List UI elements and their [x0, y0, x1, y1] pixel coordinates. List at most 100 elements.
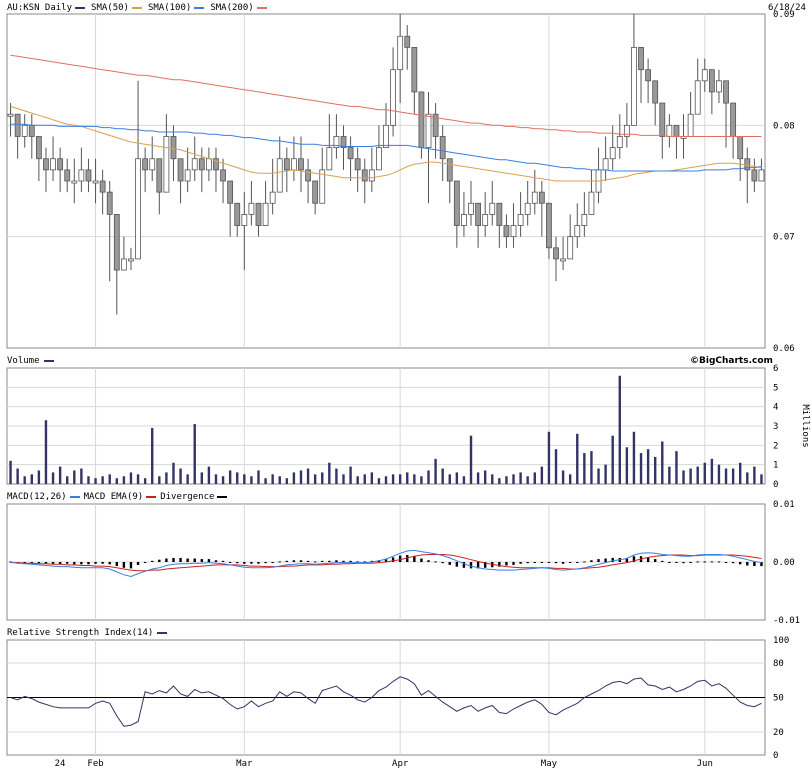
volume-bar [753, 466, 756, 484]
volume-bar [724, 468, 728, 484]
divergence-bar [313, 561, 317, 563]
volume-tick-label: 2 [773, 441, 778, 451]
volume-bar [476, 472, 480, 484]
candle-body [177, 158, 184, 182]
candle-body [135, 158, 141, 260]
divergence-bar [441, 562, 444, 564]
candle-body [418, 91, 425, 149]
volume-bar [101, 476, 104, 484]
candle-body [737, 136, 744, 160]
divergence-bar [363, 561, 366, 563]
candle-body [361, 169, 368, 182]
candle-body [35, 136, 42, 160]
divergence-bar [179, 557, 182, 562]
volume-bar [136, 474, 140, 484]
divergence-bar [236, 562, 239, 564]
divergence-bar [94, 562, 97, 564]
sma200-label: SMA(200) [210, 3, 254, 13]
candle-body [85, 169, 92, 182]
divergence-bar [646, 557, 650, 562]
candle-body [631, 47, 637, 126]
candle-body [602, 158, 609, 171]
volume-bar [129, 472, 133, 484]
volume-bar [292, 472, 296, 484]
divergence-bar [370, 560, 374, 562]
candle-body [283, 158, 290, 171]
candle-body [524, 202, 531, 215]
chart-legend-header: AU:KSN Daily SMA(50) SMA(100) SMA(200) [7, 2, 273, 14]
volume-axis-label: Millions [800, 404, 810, 447]
volume-bar [703, 462, 706, 484]
volume-tick-label: 6 [773, 364, 778, 374]
candle-body [106, 191, 113, 215]
divergence-bar [87, 562, 90, 565]
divergence-bar [342, 560, 345, 562]
volume-bar [108, 474, 111, 484]
volume-bar [384, 476, 388, 484]
candle-body [234, 202, 241, 226]
volume-bar [639, 453, 643, 484]
volume-bar [165, 472, 168, 484]
candle-body [262, 202, 269, 226]
divergence-bar [420, 558, 423, 562]
volume-bar [115, 478, 119, 484]
candle-body [241, 213, 248, 226]
divergence-bar [590, 560, 593, 562]
volume-bar [448, 474, 451, 484]
divergence-bar [30, 562, 33, 564]
candle-body [503, 225, 510, 238]
volume-bar [661, 441, 664, 484]
volume-bar [512, 474, 515, 484]
divergence-bar [604, 558, 607, 562]
header-date: 6/18/24 [768, 3, 806, 13]
candle-body [368, 169, 375, 182]
candle-body [588, 191, 595, 215]
volume-bar [30, 474, 33, 484]
volume-bar [653, 456, 657, 484]
divergence-bar [746, 562, 749, 566]
candle-body [191, 158, 198, 171]
divergence-bar [44, 562, 48, 564]
candle-body [723, 80, 729, 104]
price-panel-frame [6, 13, 766, 349]
divergence-bar [526, 562, 529, 564]
macd-tick-label: 0.00 [773, 558, 795, 568]
symbol-swatch [75, 6, 86, 9]
candle-body [205, 158, 212, 171]
candle-body [708, 69, 715, 93]
volume-bar [214, 474, 218, 484]
volume-bar [420, 476, 423, 484]
volume-bar [37, 470, 41, 484]
divergence-bar [321, 560, 324, 562]
divergence-bar [101, 562, 104, 564]
divergence-bar [165, 558, 168, 562]
divergence-bar [264, 562, 267, 564]
x-tick-label: Jun [697, 759, 713, 769]
divergence-bar [122, 562, 126, 568]
x-tick-label: Mar [236, 759, 253, 769]
divergence-bar [476, 562, 480, 569]
candle-body [305, 169, 311, 182]
macd-legend: MACD(12,26) MACD EMA(9) Divergence [7, 492, 231, 503]
candle-body [652, 80, 659, 104]
candle-body [340, 136, 347, 148]
candle-body [538, 191, 545, 204]
divergence-bar [760, 562, 763, 567]
divergence-bar [554, 562, 558, 564]
volume-bar [51, 472, 55, 484]
candle-body [461, 213, 467, 226]
volume-bar [611, 435, 614, 484]
price-tick-label: 0.08 [773, 121, 795, 131]
divergence-bar [625, 557, 629, 562]
candle-body [149, 158, 156, 171]
divergence-bar [328, 560, 331, 562]
sma200-swatch [256, 6, 267, 9]
divergence-bar [51, 562, 55, 564]
divergence-bar [257, 562, 260, 564]
candle-body [716, 80, 722, 93]
x-tick-label: Feb [87, 759, 103, 769]
volume-bar [540, 466, 544, 484]
volume-bar [739, 462, 742, 484]
volume-bar [625, 447, 629, 484]
